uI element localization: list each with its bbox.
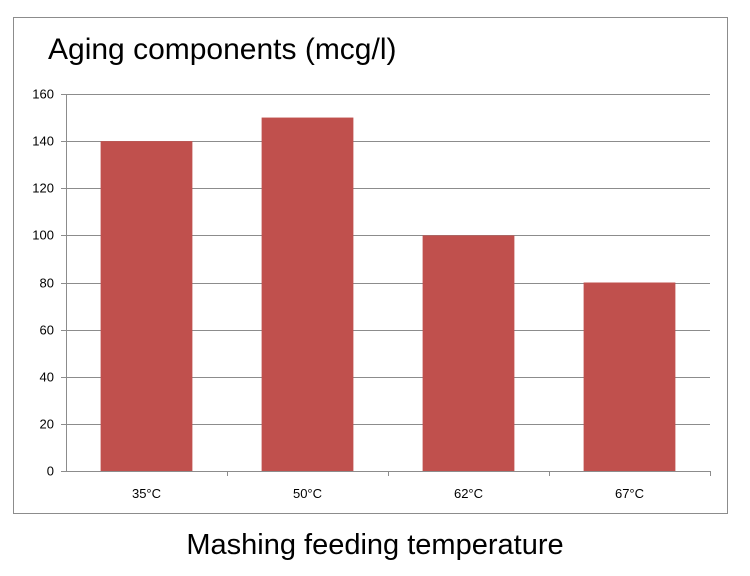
y-tick-label: 120 [32, 181, 54, 196]
x-tick-label: 35°C [132, 486, 161, 501]
bar [100, 141, 193, 471]
x-axis-title: Mashing feeding temperature [186, 529, 564, 561]
y-tick-label: 60 [40, 323, 54, 338]
y-tick-label: 140 [32, 134, 54, 149]
x-tick-label: 67°C [615, 486, 644, 501]
y-tick-label: 100 [32, 228, 54, 243]
bar [261, 117, 354, 471]
y-tick-label: 80 [40, 276, 54, 291]
y-tick-label: 0 [47, 464, 54, 479]
y-tick-label: 160 [32, 87, 54, 102]
x-tick-label: 50°C [293, 486, 322, 501]
y-tick-label: 40 [40, 370, 54, 385]
y-tick-label: 20 [40, 417, 54, 432]
bar [422, 235, 515, 471]
x-tick-label: 62°C [454, 486, 483, 501]
chart-title: Aging components (mcg/l) [48, 33, 397, 66]
bar [583, 282, 676, 471]
